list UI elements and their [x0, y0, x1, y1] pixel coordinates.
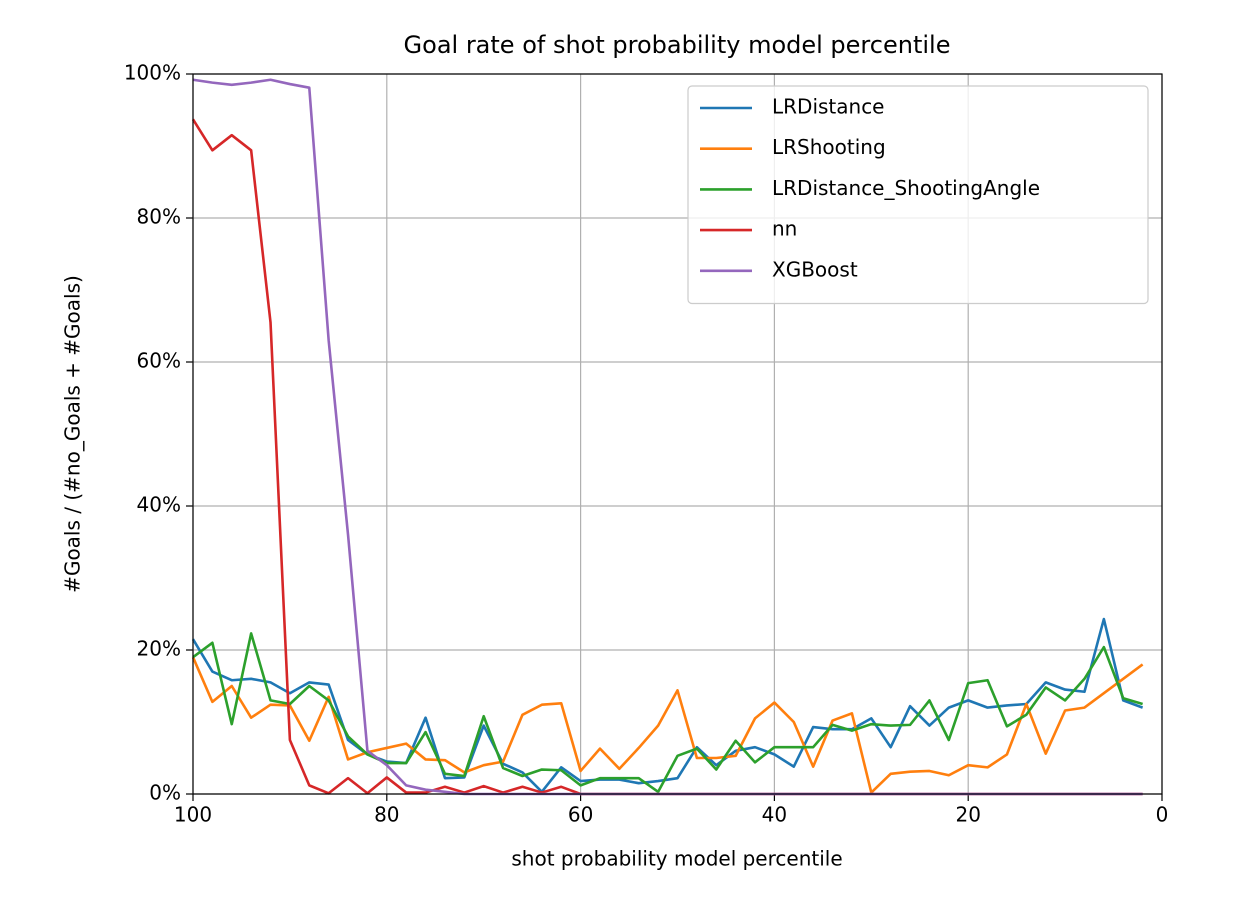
legend-label: LRDistance_ShootingAngle	[772, 176, 1040, 200]
y-tick-label: 0%	[149, 781, 181, 805]
legend-label: nn	[772, 217, 797, 241]
y-tick-label: 20%	[137, 637, 181, 661]
x-tick-label: 100	[174, 803, 212, 827]
series-line	[191, 656, 1144, 794]
y-tick-label: 40%	[137, 493, 181, 517]
y-axis-label: #Goals / (#no_Goals + #Goals)	[61, 275, 85, 593]
y-tick-label: 100%	[124, 61, 181, 85]
x-tick-label: 20	[955, 803, 980, 827]
series-line	[191, 617, 1144, 794]
chart-title: Goal rate of shot probability model perc…	[404, 31, 951, 59]
y-tick-label: 60%	[137, 349, 181, 373]
y-tick-label: 80%	[137, 205, 181, 229]
x-tick-label: 0	[1156, 803, 1169, 827]
legend-label: LRDistance	[772, 95, 885, 119]
x-axis-label: shot probability model percentile	[511, 847, 842, 871]
legend-label: XGBoost	[772, 257, 858, 281]
x-tick-label: 60	[568, 803, 593, 827]
x-tick-label: 40	[762, 803, 787, 827]
legend-label: LRShooting	[772, 135, 886, 159]
legend: LRDistance LRShooting LRDistance_ShootingA…	[687, 85, 1149, 305]
series-line	[192, 632, 1143, 794]
x-tick-label: 80	[374, 803, 399, 827]
legend-box	[687, 85, 1149, 305]
plot-frame	[192, 73, 1163, 795]
